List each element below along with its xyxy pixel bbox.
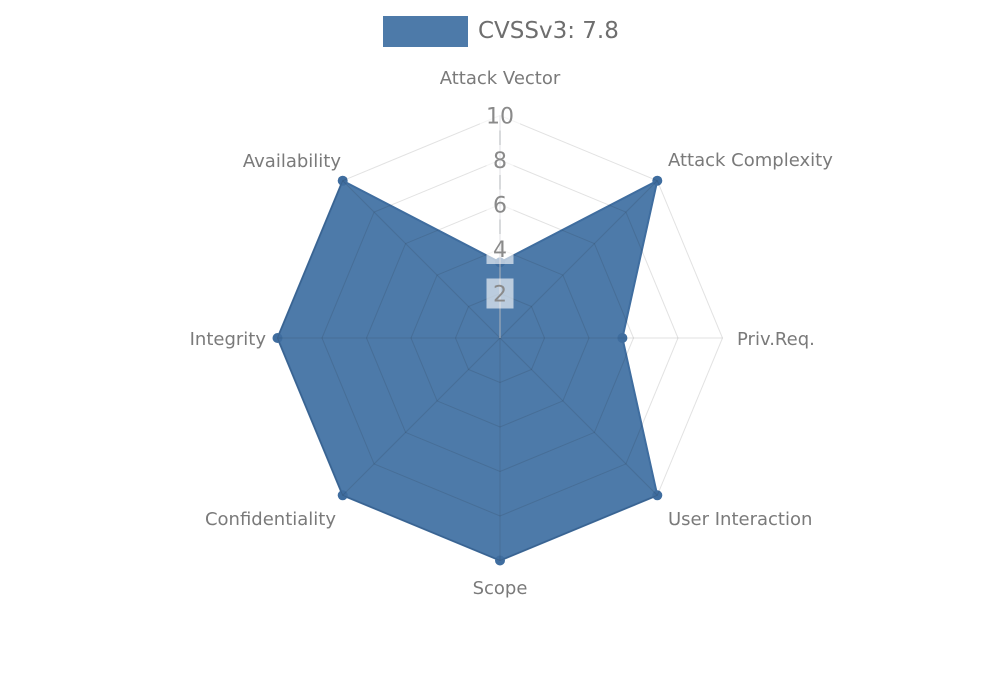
tick-label-8: 8 — [493, 149, 507, 174]
tick-box — [486, 189, 514, 220]
axis-label-attack-complexity: Attack Complexity — [668, 150, 833, 171]
radar-series — [272, 175, 663, 566]
legend-label: CVSSv3: 7.8 — [478, 18, 619, 44]
tick-label-6: 6 — [493, 194, 507, 219]
tick-label-2: 2 — [493, 283, 507, 308]
tick-box — [486, 278, 514, 309]
tick-box — [480, 100, 520, 131]
chart-legend: CVSSv3: 7.8 — [383, 16, 619, 47]
radial-tick-labels: 2 4 6 8 10 — [480, 100, 520, 309]
axis-label-scope: Scope — [473, 578, 528, 599]
axis-label-attack-vector: Attack Vector — [440, 68, 561, 89]
tick-label-10: 10 — [486, 105, 514, 130]
grid-ring — [321, 159, 679, 517]
data-point-6 — [272, 333, 283, 343]
grid-spoke — [499, 337, 658, 496]
data-point-4 — [495, 555, 505, 566]
axis-label-priv-req: Priv.Req. — [737, 329, 815, 350]
legend-swatch — [383, 16, 468, 47]
axis-label-user-interaction: User Interaction — [668, 509, 812, 530]
data-point-7 — [337, 175, 348, 186]
data-point-5 — [337, 490, 348, 501]
grid-ring — [410, 248, 590, 428]
data-point-2 — [617, 333, 628, 343]
grid-spoke — [499, 180, 658, 339]
tick-box — [486, 145, 514, 175]
grid-ring — [276, 114, 724, 562]
data-point-3 — [652, 490, 663, 501]
axis-label-integrity: Integrity — [190, 329, 267, 350]
grid-ring — [454, 292, 546, 384]
axis-label-availability: Availability — [243, 151, 341, 172]
grid-spoke — [342, 180, 501, 339]
data-point-1 — [652, 175, 663, 186]
axis-label-confidentiality: Confidentiality — [205, 509, 336, 530]
tick-box — [486, 234, 514, 264]
grid-spoke — [342, 337, 501, 496]
grid-ring — [365, 203, 635, 473]
tick-label-4: 4 — [493, 238, 507, 263]
